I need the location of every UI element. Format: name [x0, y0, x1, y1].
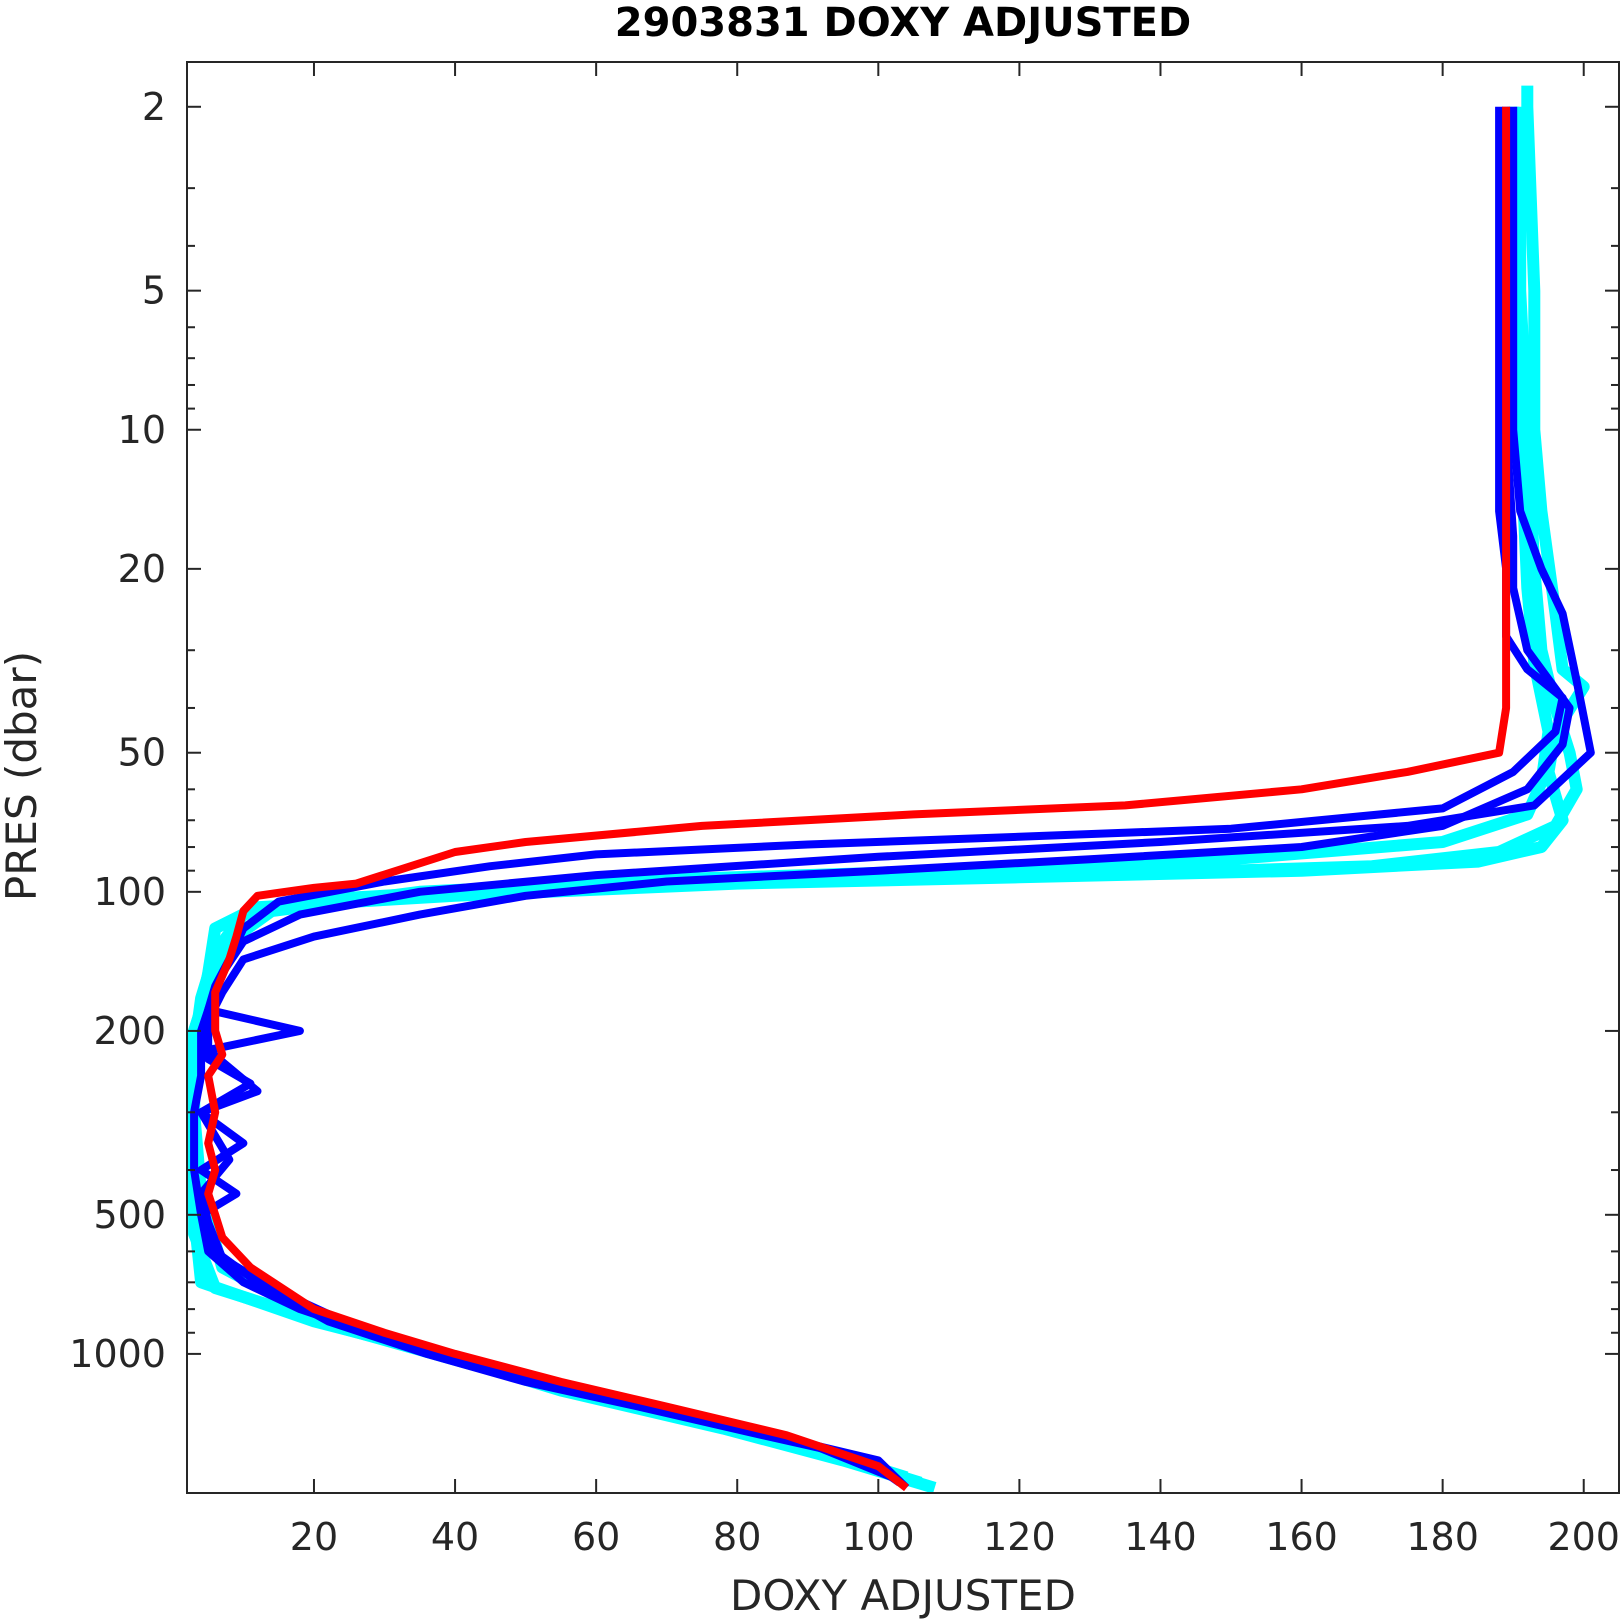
y-tick-label: 100 [93, 870, 166, 914]
x-tick-label: 120 [983, 1515, 1056, 1559]
x-axis-label: DOXY ADJUSTED [730, 1571, 1076, 1620]
y-tick-label: 200 [93, 1009, 166, 1053]
y-tick-label: 20 [118, 547, 166, 591]
y-tick-label: 1000 [69, 1332, 166, 1376]
x-tick-label: 80 [713, 1515, 761, 1559]
x-tick-label: 200 [1547, 1515, 1620, 1559]
plot-area-frame [186, 61, 1620, 1494]
tick-layer: 20 40 60 80 100 120 140 160 180 200 2 5 10 20 50 100 200… [69, 62, 1620, 1559]
x-tick-label: 140 [1124, 1515, 1197, 1559]
y-tick-label: 5 [142, 269, 166, 313]
series-line [197, 106, 1574, 1482]
x-tick-label: 180 [1406, 1515, 1479, 1559]
series-line [197, 106, 1595, 1486]
series-line [188, 106, 1555, 1484]
y-tick-label: 10 [118, 408, 166, 452]
series-layer [188, 85, 1595, 1494]
chart-title: 2903831 DOXY ADJUSTED [615, 0, 1191, 46]
y-tick-label: 50 [118, 731, 166, 775]
series-line [188, 106, 1583, 1489]
y-axis-label: PRES (dbar) [0, 651, 46, 901]
x-tick-label: 60 [572, 1515, 620, 1559]
x-tick-label: 40 [431, 1515, 479, 1559]
series-line [188, 85, 1590, 1494]
y-tick-label: 500 [93, 1193, 166, 1237]
series-line [204, 106, 1511, 1492]
y-tick-label: 2 [142, 85, 166, 129]
x-tick-label: 160 [1265, 1515, 1338, 1559]
series-line [190, 106, 1567, 1491]
x-tick-label: 100 [842, 1515, 915, 1559]
x-tick-label: 20 [290, 1515, 338, 1559]
